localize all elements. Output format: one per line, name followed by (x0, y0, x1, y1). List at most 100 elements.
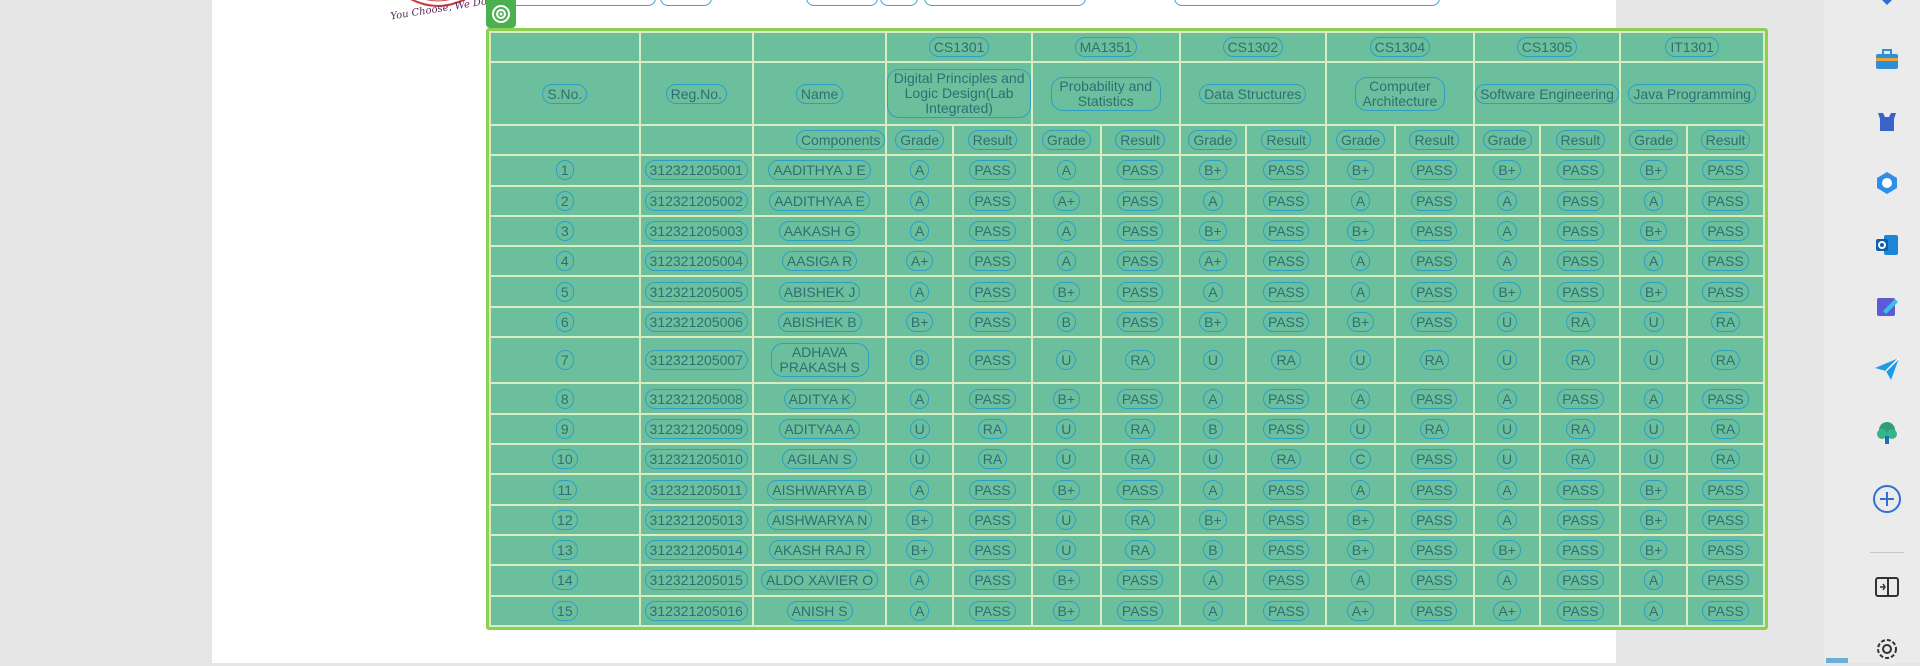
table-cell: RA (1099, 335, 1181, 385)
grade-value: B+ (1639, 479, 1668, 500)
scrollbar-thumb[interactable] (1826, 658, 1848, 663)
target-icon[interactable] (486, 0, 516, 28)
result-value: PASS (969, 190, 1016, 211)
grade-value: A (1203, 190, 1223, 211)
course-code: MA1351 (1074, 37, 1137, 58)
briefcase-icon[interactable] (1870, 42, 1904, 76)
register-number: 312321205016 (644, 600, 748, 621)
grade-value: A (1497, 190, 1517, 211)
result-value: PASS (1702, 251, 1749, 272)
table-cell: B+ (1619, 154, 1689, 187)
table-cell: A (885, 154, 955, 187)
student-name: AAKASH G (778, 220, 861, 241)
table-cell (489, 123, 641, 157)
tree-icon[interactable] (1870, 416, 1904, 450)
table-cell: A (1619, 382, 1689, 415)
result-value: RA (1125, 418, 1155, 439)
grade-value: U (909, 449, 930, 470)
student-name: ABISHEK B (777, 311, 862, 332)
table-cell: ADITYAA A (751, 412, 888, 446)
table-cell: PASS (1245, 473, 1328, 506)
table-cell: U (1325, 412, 1396, 446)
course-name-cell: Java Programming (1619, 61, 1765, 126)
header-field (880, 0, 918, 6)
serial-number: 3 (555, 220, 574, 241)
table-cell: PASS (952, 594, 1033, 628)
copilot-icon[interactable] (1870, 166, 1904, 200)
send-icon[interactable] (1870, 352, 1904, 386)
table-cell: U (885, 443, 955, 476)
register-number: 312321205010 (644, 449, 748, 470)
college-logo (410, 0, 466, 7)
result-value: RA (1125, 509, 1155, 530)
table-cell: PASS (1245, 245, 1328, 278)
result-value: PASS (969, 311, 1016, 332)
grade-header: Grade (1482, 130, 1532, 151)
table-cell: A (1178, 275, 1248, 308)
table-cell: A (1472, 245, 1542, 278)
result-value: PASS (1116, 160, 1164, 181)
table-cell: A (1178, 473, 1248, 506)
chevron-down-icon[interactable] (1870, 0, 1904, 20)
table-cell: ALDO XAVIER O (751, 564, 888, 597)
table-cell: PASS (1099, 473, 1181, 506)
outlook-icon[interactable] (1870, 228, 1904, 262)
table-cell: B+ (1178, 214, 1248, 248)
designer-icon[interactable] (1870, 290, 1904, 324)
table-cell: PASS (1686, 533, 1765, 567)
table-cell: 8 (489, 382, 641, 415)
table-cell: B+ (1325, 305, 1396, 339)
grade-value: B+ (1199, 509, 1227, 530)
register-number: 312321205001 (644, 160, 748, 181)
grades-table: CS1301 MA1351 CS1302 CS1304 CS1305 IT130… (489, 30, 1765, 628)
student-name: AISHWARYA N (766, 509, 873, 530)
result-value: PASS (1263, 418, 1310, 439)
table-cell: PASS (1245, 305, 1328, 339)
table-cell: RA (1099, 443, 1181, 476)
serial-number: 10 (552, 449, 578, 470)
table-cell: A (1472, 564, 1542, 597)
course-code: CS1301 (928, 37, 990, 58)
grade-value: B+ (1639, 160, 1668, 181)
table-cell: U (1619, 335, 1689, 385)
table-cell: PASS (1539, 382, 1622, 415)
table-cell: PASS (1245, 564, 1328, 597)
course-code-row: CS1301 MA1351 CS1302 CS1304 CS1305 IT130… (489, 30, 1765, 64)
header-field (806, 0, 878, 6)
result-value: PASS (1263, 190, 1310, 211)
result-value: RA (1565, 418, 1596, 439)
table-cell: PASS (952, 184, 1033, 217)
table-cell: PASS (952, 154, 1033, 187)
table-cell: A (1030, 245, 1102, 278)
grade-value: B+ (1346, 540, 1375, 561)
table-cell: PASS (1099, 154, 1181, 187)
table-cell: PASS (1245, 184, 1328, 217)
settings-icon[interactable] (1870, 632, 1904, 666)
result-value: PASS (969, 281, 1016, 302)
table-cell: AADITHYA J E (751, 154, 888, 187)
register-number: 312321205004 (644, 251, 748, 272)
grade-value: A (1056, 251, 1076, 272)
table-cell: A (1472, 473, 1542, 506)
chess-icon[interactable] (1870, 103, 1904, 137)
grade-value: C (1350, 449, 1371, 470)
table-cell: PASS (952, 533, 1033, 567)
register-number: 312321205003 (644, 220, 748, 241)
split-screen-icon[interactable] (1870, 570, 1904, 604)
table-cell: PASS (1539, 214, 1622, 248)
grades-table-selection[interactable]: CS1301 MA1351 CS1302 CS1304 CS1305 IT130… (486, 28, 1768, 630)
header-cell: S.No. (489, 61, 641, 126)
table-cell: B (885, 335, 955, 385)
table-cell: A (1619, 594, 1689, 628)
table-cell: RA (1539, 443, 1622, 476)
add-icon[interactable] (1870, 482, 1904, 516)
table-cell: ADHAVA PRAKASH S (751, 335, 888, 385)
student-name: ABISHEK J (778, 281, 861, 302)
student-name: AISHWARYA B (767, 479, 872, 500)
table-cell: PASS (1686, 382, 1765, 415)
table-cell: 312321205007 (638, 335, 754, 385)
table-cell: PASS (1245, 533, 1328, 567)
table-cell: ABISHEK B (751, 305, 888, 339)
grade-value: U (1056, 418, 1077, 439)
sno-header: S.No. (542, 83, 588, 104)
